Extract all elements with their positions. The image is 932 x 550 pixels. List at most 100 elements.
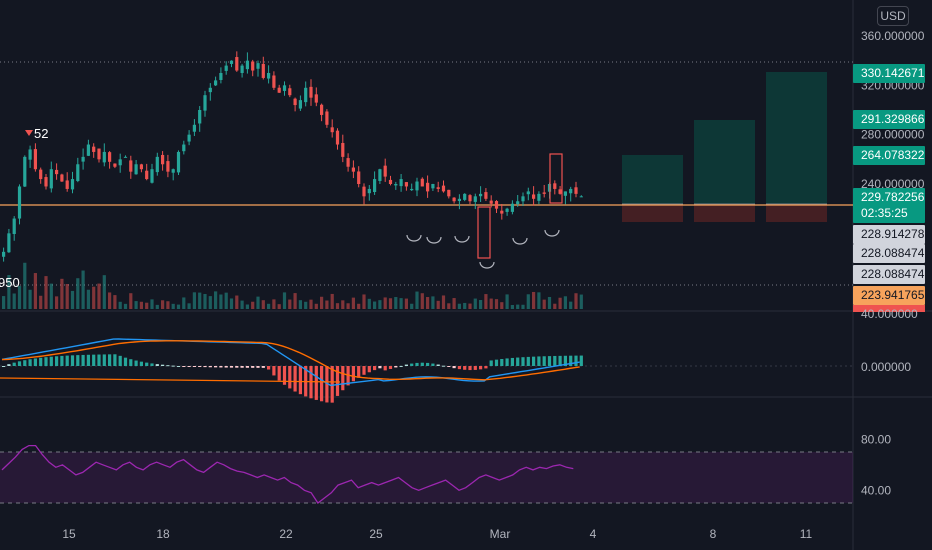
macd-histogram-bar — [203, 366, 207, 368]
candle-body — [277, 87, 281, 93]
macd-histogram-bar — [251, 366, 255, 368]
volume-bar — [330, 293, 334, 309]
candle-body — [192, 124, 196, 132]
candle-body — [70, 179, 75, 190]
candle-body — [7, 233, 11, 253]
macd-histogram-bar — [468, 366, 472, 371]
volume-bar — [516, 304, 520, 309]
macd-histogram-bar — [574, 355, 578, 366]
volume-bar — [426, 297, 430, 309]
candle-body — [330, 127, 334, 133]
macd-histogram-bar — [494, 359, 499, 366]
candle-body — [420, 178, 424, 187]
price-axis[interactable]: 360.000000320.000000280.000000240.000000… — [853, 29, 925, 497]
candle-body — [219, 73, 223, 80]
macd-histogram-bar — [378, 366, 382, 369]
date-axis[interactable]: 15 18 22 25 Mar 4 8 11 — [62, 527, 812, 541]
volume-bar — [441, 295, 446, 309]
candle-body — [2, 251, 6, 257]
candle-body — [23, 156, 27, 187]
volume-bar — [452, 298, 456, 309]
candle-body — [399, 179, 403, 187]
macd-histogram-bar — [208, 366, 212, 368]
macd-histogram-bar — [261, 366, 265, 368]
macd-axis-label: 40.000000 — [861, 307, 918, 321]
candle-body — [92, 146, 96, 152]
candle-body — [229, 60, 234, 64]
date-axis-label: 4 — [590, 527, 597, 541]
macd-histogram-bar — [39, 357, 43, 366]
volume-bar — [23, 262, 27, 309]
price-axis-label: 240.000000 — [861, 177, 925, 191]
volume-bar — [12, 293, 16, 309]
volume-bar — [145, 302, 149, 309]
price-tag-label: 330.142671 — [861, 66, 925, 80]
volume-bar — [367, 298, 371, 309]
volume-bar — [563, 296, 567, 309]
volume-bar — [335, 303, 340, 309]
macd-histogram-bar — [44, 357, 48, 366]
macd-histogram-bar — [516, 357, 520, 366]
date-axis-label: 8 — [710, 527, 717, 541]
volume-bar — [267, 303, 271, 309]
volume-bar — [468, 303, 472, 309]
high-marker-arrow-icon — [25, 130, 33, 136]
arc-marker — [454, 235, 470, 243]
volume-bar — [574, 293, 578, 309]
position-profit-zone — [766, 72, 827, 204]
volume-bar — [494, 299, 499, 309]
candle-body — [102, 151, 106, 163]
candle-body — [49, 169, 53, 189]
macd-histogram-bar — [463, 366, 467, 370]
candle-body — [357, 171, 361, 184]
macd-histogram-bar — [150, 363, 154, 366]
macd-histogram-bar — [272, 366, 276, 376]
currency-button[interactable]: USD — [877, 6, 909, 26]
price-tag — [853, 225, 925, 244]
volume-bar — [245, 304, 249, 309]
macd-histogram-bar — [198, 366, 202, 367]
macd-histogram-bar — [457, 366, 461, 370]
volume-bar — [277, 304, 281, 309]
macd-histogram-bar — [288, 366, 292, 389]
macd-histogram-bar — [118, 355, 122, 366]
candle-body — [33, 149, 37, 170]
annotations: 52 950 — [0, 126, 48, 290]
volume-bar — [70, 290, 75, 309]
macd-histogram-bar — [192, 366, 196, 367]
candle-body — [235, 57, 239, 71]
candle-body — [373, 179, 377, 192]
candle-body — [505, 208, 509, 212]
volume-bar — [155, 304, 159, 309]
candle-body — [383, 165, 387, 177]
volume-bar — [436, 300, 440, 309]
price-tag — [853, 286, 925, 305]
macd-histogram-bar — [187, 366, 191, 367]
macd-histogram-bar — [240, 366, 244, 368]
candle-body — [569, 188, 573, 194]
volume-bar — [7, 275, 11, 309]
candle-body — [214, 80, 218, 86]
date-axis-label: 22 — [279, 527, 293, 541]
volume-bar — [304, 301, 308, 309]
volume-bar — [489, 298, 493, 309]
price-tag — [853, 204, 925, 223]
macd-histogram-bar — [351, 366, 355, 382]
volume-bar — [415, 291, 419, 309]
candle-body — [500, 210, 504, 214]
price-tag — [853, 188, 925, 207]
macd-histogram-bar — [415, 362, 419, 366]
macd-histogram-bar — [500, 358, 504, 366]
volume-bar — [187, 303, 191, 309]
price-tag — [853, 305, 925, 312]
macd-histogram-bar — [341, 366, 345, 391]
volume-bar — [192, 292, 196, 309]
volume-bar — [102, 275, 106, 309]
date-axis-label: 11 — [800, 527, 813, 541]
macd-histogram-bar — [532, 356, 536, 366]
candle-body — [288, 88, 292, 96]
candle-body — [346, 158, 350, 167]
macd-histogram-bar — [97, 354, 101, 366]
macd-histogram-bar — [65, 355, 69, 366]
